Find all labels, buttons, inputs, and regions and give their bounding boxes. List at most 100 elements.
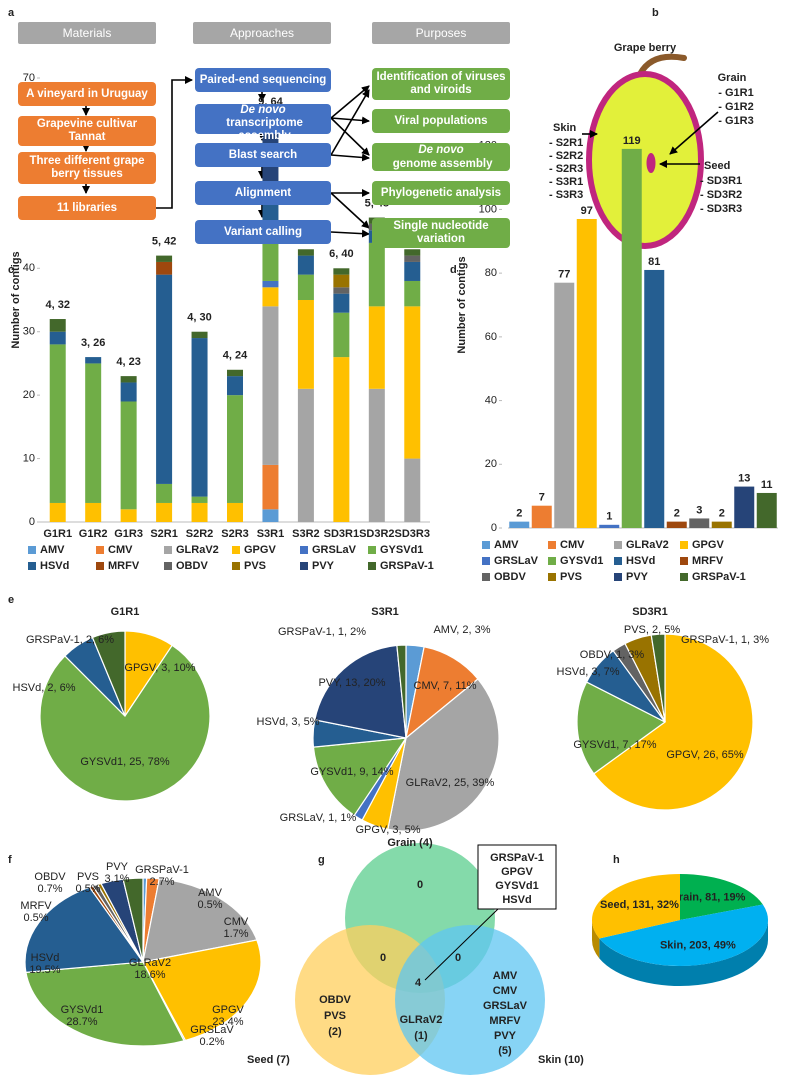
bar-segment: [191, 338, 208, 497]
venn-text: (5): [498, 1045, 512, 1057]
pie-slice: [576, 681, 667, 775]
legend-label: GPGV: [244, 544, 276, 556]
skin-item: - S2R2: [549, 150, 583, 162]
y-tick-label: 0: [29, 516, 35, 528]
slice-label: GYSVd1, 7, 17%: [573, 739, 656, 751]
value-label: 11: [761, 479, 773, 491]
pie-title: S3R1: [371, 606, 399, 618]
bar-segment: [120, 509, 137, 522]
pie-slice: [122, 877, 144, 963]
venn-text: PVS: [324, 1010, 346, 1022]
x-tick-label: G1R3: [114, 528, 143, 540]
legend-swatch: [482, 573, 490, 581]
arrow: [330, 116, 370, 125]
purpose-box: De novo genome assembly: [372, 143, 510, 171]
y-tick-label: 100: [479, 203, 497, 215]
slice-name: OBDV: [34, 871, 66, 883]
x-tick-label: G1R1: [43, 528, 72, 540]
x-tick-label: S3R1: [257, 528, 285, 540]
slice-label: Skin, 203, 49%: [660, 940, 736, 952]
bar-segment: [227, 369, 243, 377]
slice-label: 0.5%: [197, 899, 222, 911]
box-text: genome assembly: [392, 157, 493, 170]
slice-label: GYSVd1, 9, 14%: [310, 766, 393, 778]
legend-swatch: [164, 562, 172, 570]
legend-swatch: [96, 562, 104, 570]
bar-segment: [191, 331, 208, 339]
grain-item: - G1R3: [718, 115, 753, 127]
slice-label: Grain, 81, 19%: [670, 891, 745, 903]
value-label: 119: [623, 135, 641, 147]
pie-side: [599, 920, 768, 986]
bar-segment: [120, 376, 137, 383]
bar-segment: [297, 388, 314, 522]
legend-swatch: [680, 557, 688, 565]
value-label: 81: [648, 256, 660, 268]
pie-slice: [312, 737, 408, 817]
venn-text: PVY: [494, 1030, 517, 1042]
value-label: 2: [516, 508, 522, 520]
slice-label: 0.2%: [199, 1036, 224, 1048]
arrow: [156, 76, 193, 209]
legend-swatch: [300, 562, 308, 570]
legend-swatch: [164, 546, 172, 554]
seed-item: - SD3R1: [700, 175, 742, 187]
bar-segment: [156, 261, 173, 275]
legend-label: AMV: [40, 544, 65, 556]
legend-swatch: [614, 573, 622, 581]
approache-box: Variant calling: [195, 220, 331, 244]
bar-segment: [404, 458, 421, 522]
grain-item: - G1R2: [718, 101, 753, 113]
skin-label: Skin: [553, 122, 577, 134]
venn-set-label: Skin (10): [538, 1054, 584, 1066]
value-label: 1: [606, 511, 612, 523]
legend-label: GRSLaV: [494, 555, 539, 567]
legend-swatch: [368, 562, 376, 570]
bar: [531, 505, 552, 528]
legend-label: GRSPaV-1: [692, 571, 746, 583]
pie-title: SD3R1: [632, 606, 667, 618]
slice-name: GPGV: [212, 1004, 244, 1016]
bar-segment: [333, 357, 350, 522]
legend-swatch: [548, 541, 556, 549]
slice-label: GYSVd1, 25, 78%: [80, 756, 169, 768]
y-tick-label: 0: [491, 522, 497, 534]
venn-text: MRFV: [489, 1015, 521, 1027]
legend-swatch: [368, 546, 376, 554]
bar: [666, 521, 687, 528]
legend-label: GLRaV2: [176, 544, 219, 556]
bar: [554, 282, 575, 528]
x-tick-label: S3R2: [292, 528, 320, 540]
legend-label: PVY: [312, 560, 335, 572]
arrow: [330, 89, 370, 156]
x-tick-label: G1R2: [79, 528, 108, 540]
venn-text: GRSLaV: [483, 1000, 528, 1012]
legend-label: OBDV: [494, 571, 526, 583]
bar-annotation: 4, 32: [45, 299, 69, 311]
legend-label: PVS: [560, 571, 582, 583]
pie-slice: [142, 878, 258, 963]
column-header: Purposes: [372, 22, 510, 44]
slice-label: 19.5%: [29, 964, 60, 976]
pie-slice: [142, 939, 262, 1042]
legend-label: GPGV: [692, 539, 724, 551]
legend-label: CMV: [560, 539, 585, 551]
seed-shape: [646, 153, 656, 173]
legend-label: GRSPaV-1: [380, 560, 434, 572]
bar-segment: [404, 280, 421, 307]
slice-label: 1.7%: [223, 928, 248, 940]
stem: [637, 53, 687, 77]
bar-segment: [49, 331, 66, 345]
legend-label: GYSVd1: [380, 544, 423, 556]
y-tick-label: 20: [485, 458, 497, 470]
legend-label: PVY: [626, 571, 649, 583]
value-label: 13: [738, 472, 750, 484]
venn-text: HSVd: [502, 894, 531, 906]
skin-item: - S3R3: [549, 189, 583, 201]
bar-segment: [297, 300, 314, 389]
bar-segment: [156, 274, 173, 484]
legend-swatch: [300, 546, 308, 554]
legend-swatch: [482, 557, 490, 565]
purpose-box: Identification of viruses and viroids: [372, 68, 510, 100]
